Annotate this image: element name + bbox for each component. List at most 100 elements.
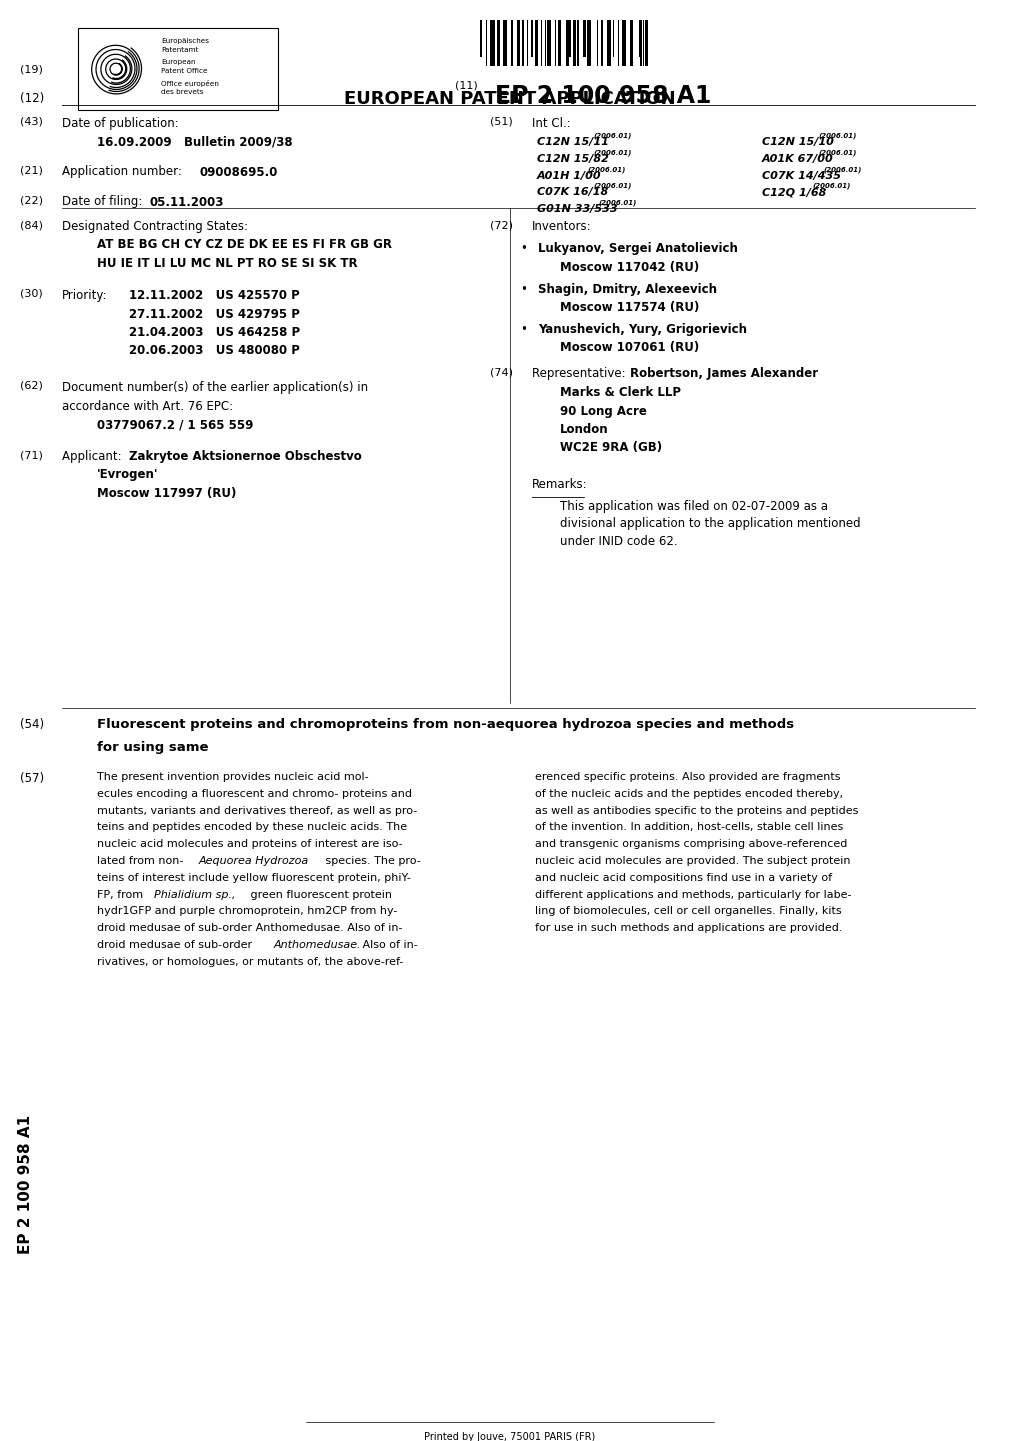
- Text: C07K 14/435: C07K 14/435: [761, 170, 841, 180]
- Bar: [77, 27, 278, 110]
- Bar: [547, 20, 550, 66]
- Text: (2006.01): (2006.01): [597, 200, 636, 206]
- Text: accordance with Art. 76 EPC:: accordance with Art. 76 EPC:: [62, 399, 233, 412]
- Text: and transgenic organisms comprising above-referenced: and transgenic organisms comprising abov…: [535, 839, 847, 849]
- Text: as well as antibodies specific to the proteins and peptides: as well as antibodies specific to the pr…: [535, 806, 858, 816]
- Text: (57): (57): [20, 772, 44, 785]
- Bar: [568, 20, 571, 56]
- Text: ling of biomolecules, cell or cell organelles. Finally, kits: ling of biomolecules, cell or cell organ…: [535, 906, 841, 916]
- Text: EP 2 100 958 A1: EP 2 100 958 A1: [18, 1114, 33, 1254]
- Bar: [531, 20, 533, 56]
- Bar: [622, 20, 623, 66]
- Bar: [536, 20, 538, 66]
- Bar: [596, 20, 597, 66]
- Text: •: •: [520, 323, 527, 336]
- Text: A01K 67/00: A01K 67/00: [761, 154, 833, 164]
- Bar: [645, 20, 648, 66]
- Bar: [639, 20, 642, 66]
- Bar: [600, 20, 602, 66]
- Text: Moscow 117574 (RU): Moscow 117574 (RU): [559, 301, 699, 314]
- Text: (54): (54): [20, 718, 44, 731]
- Text: Moscow 117042 (RU): Moscow 117042 (RU): [559, 261, 699, 274]
- Text: AT BE BG CH CY CZ DE DK EE ES FI FR GB GR: AT BE BG CH CY CZ DE DK EE ES FI FR GB G…: [97, 239, 391, 252]
- Text: and nucleic acid compositions find use in a variety of: and nucleic acid compositions find use i…: [535, 873, 832, 883]
- Bar: [504, 20, 506, 66]
- Text: Patentamt: Patentamt: [161, 48, 198, 53]
- Text: Moscow 117997 (RU): Moscow 117997 (RU): [97, 487, 236, 500]
- Bar: [557, 20, 560, 66]
- Text: 21.04.2003   US 464258 P: 21.04.2003 US 464258 P: [128, 326, 300, 339]
- Text: (11): (11): [454, 81, 477, 89]
- Text: Fluorescent proteins and chromoproteins from non-aequorea hydrozoa species and m: Fluorescent proteins and chromoproteins …: [97, 718, 794, 731]
- Bar: [616, 20, 619, 66]
- Text: Anthomedusae.: Anthomedusae.: [274, 940, 362, 950]
- Bar: [544, 20, 545, 66]
- Text: Designated Contracting States:: Designated Contracting States:: [62, 220, 248, 233]
- Text: of the invention. In addition, host-cells, stable cell lines: of the invention. In addition, host-cell…: [535, 823, 843, 833]
- Text: Robertson, James Alexander: Robertson, James Alexander: [630, 367, 817, 380]
- Text: Also of in-: Also of in-: [359, 940, 418, 950]
- Text: Printed by Jouve, 75001 PARIS (FR): Printed by Jouve, 75001 PARIS (FR): [424, 1432, 595, 1441]
- Bar: [480, 20, 482, 56]
- Text: 12.11.2002   US 425570 P: 12.11.2002 US 425570 P: [128, 290, 300, 303]
- Text: A01H 1/00: A01H 1/00: [536, 170, 601, 180]
- Text: WC2E 9RA (GB): WC2E 9RA (GB): [559, 441, 661, 454]
- Text: Remarks:: Remarks:: [532, 478, 587, 491]
- Text: (74): (74): [489, 367, 513, 378]
- Text: (2006.01): (2006.01): [817, 133, 856, 138]
- Text: (2006.01): (2006.01): [592, 150, 631, 156]
- Text: •: •: [520, 282, 527, 295]
- Text: Patent Office: Patent Office: [161, 68, 207, 73]
- Text: 03779067.2 / 1 565 559: 03779067.2 / 1 565 559: [97, 418, 253, 431]
- Text: C12N 15/11: C12N 15/11: [536, 137, 608, 147]
- Text: G01N 33/533: G01N 33/533: [536, 205, 618, 215]
- Text: of the nucleic acids and the peptides encoded thereby,: of the nucleic acids and the peptides en…: [535, 788, 843, 798]
- Bar: [485, 20, 487, 66]
- Text: (21): (21): [20, 166, 43, 176]
- Text: FP, from: FP, from: [97, 889, 147, 899]
- Text: 05.11.2003: 05.11.2003: [150, 196, 224, 209]
- Text: (2006.01): (2006.01): [812, 183, 850, 189]
- Text: 90 Long Acre: 90 Long Acre: [559, 405, 646, 418]
- Text: lated from non-: lated from non-: [97, 856, 183, 866]
- Text: C07K 16/18: C07K 16/18: [536, 187, 607, 197]
- Bar: [607, 20, 610, 66]
- Text: nucleic acid molecules and proteins of interest are iso-: nucleic acid molecules and proteins of i…: [97, 839, 403, 849]
- Text: C12N 15/82: C12N 15/82: [536, 154, 608, 164]
- Text: droid medusae of sub-order: droid medusae of sub-order: [97, 940, 256, 950]
- Text: Moscow 107061 (RU): Moscow 107061 (RU): [559, 342, 699, 354]
- Text: Marks & Clerk LLP: Marks & Clerk LLP: [559, 386, 681, 399]
- Text: mutants, variants and derivatives thereof, as well as pro-: mutants, variants and derivatives thereo…: [97, 806, 417, 816]
- Text: Int Cl.:: Int Cl.:: [532, 117, 571, 130]
- Bar: [522, 20, 523, 66]
- Text: 09008695.0: 09008695.0: [199, 166, 277, 179]
- Bar: [566, 20, 568, 66]
- Bar: [554, 20, 555, 66]
- Text: Lukyanov, Sergei Anatolievich: Lukyanov, Sergei Anatolievich: [537, 242, 737, 255]
- Text: teins and peptides encoded by these nucleic acids. The: teins and peptides encoded by these nucl…: [97, 823, 407, 833]
- Text: for use in such methods and applications are provided.: for use in such methods and applications…: [535, 924, 842, 934]
- Text: EUROPEAN PATENT APPLICATION: EUROPEAN PATENT APPLICATION: [343, 89, 676, 108]
- Text: different applications and methods, particularly for labe-: different applications and methods, part…: [535, 889, 851, 899]
- Text: (84): (84): [20, 220, 43, 231]
- Bar: [491, 20, 494, 66]
- Bar: [606, 20, 607, 66]
- Text: divisional application to the application mentioned: divisional application to the applicatio…: [559, 517, 860, 530]
- Text: Yanushevich, Yury, Grigorievich: Yanushevich, Yury, Grigorievich: [537, 323, 746, 336]
- Text: (2006.01): (2006.01): [587, 166, 626, 173]
- Text: Aequorea Hydrozoa: Aequorea Hydrozoa: [199, 856, 309, 866]
- Text: (2006.01): (2006.01): [817, 150, 856, 156]
- Text: C12N 15/10: C12N 15/10: [761, 137, 834, 147]
- Bar: [629, 20, 632, 66]
- Bar: [496, 20, 499, 66]
- Text: Representative:: Representative:: [532, 367, 629, 380]
- Bar: [576, 20, 578, 66]
- Text: rivatives, or homologues, or mutants of, the above-ref-: rivatives, or homologues, or mutants of,…: [97, 957, 403, 967]
- Text: 27.11.2002   US 429795 P: 27.11.2002 US 429795 P: [128, 307, 300, 320]
- Text: Zakrytoe Aktsionernoe Obschestvo: Zakrytoe Aktsionernoe Obschestvo: [128, 450, 362, 463]
- Text: (62): (62): [20, 380, 43, 391]
- Text: Shagin, Dmitry, Alexeevich: Shagin, Dmitry, Alexeevich: [537, 282, 716, 295]
- Text: Applicant:: Applicant:: [62, 450, 125, 463]
- Text: (2006.01): (2006.01): [822, 166, 861, 173]
- Bar: [582, 20, 585, 56]
